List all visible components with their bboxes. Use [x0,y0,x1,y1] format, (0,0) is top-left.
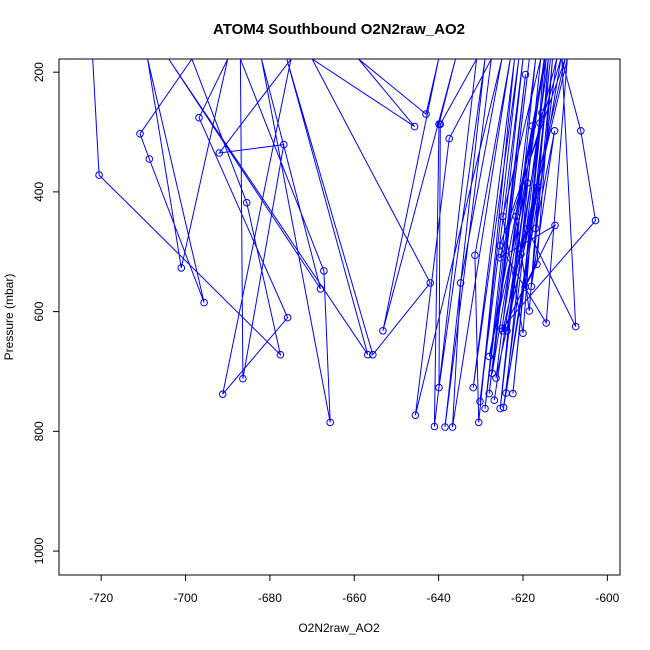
data-point [369,350,377,359]
data-point [430,422,439,431]
data-point [471,251,479,260]
data-point [456,279,465,287]
data-point [533,183,542,191]
data-point [411,411,420,420]
x-tick-label: -700 [174,591,198,605]
data-point [591,216,600,225]
data-point [177,264,186,272]
plot-frame [58,58,621,576]
data-point [531,224,540,233]
data-point [512,212,521,221]
x-tick-label: -720 [89,591,113,605]
data-point [496,404,505,413]
y-tick-label: 200 [32,62,46,82]
data-point [195,113,203,122]
data-point [538,109,546,117]
data-point [525,307,534,315]
data-point [498,212,507,221]
data-point [379,327,387,335]
data-point [523,179,532,187]
data-point [283,313,292,322]
data-point [410,122,419,131]
data-point [499,403,508,412]
x-tick-label: -680 [258,591,282,605]
data-point [436,120,445,128]
series-layer [92,59,600,431]
data-point [536,119,544,127]
data-point [326,418,335,427]
data-point [422,110,430,118]
y-tick-label: 1000 [32,537,46,564]
data-point [476,397,484,406]
data-point [485,389,494,398]
data-point [533,260,541,269]
data-point [474,418,483,427]
data-point [448,423,457,431]
data-point [426,279,435,287]
data-point [550,127,559,135]
data-point [492,374,500,382]
data-point [218,390,227,399]
data-point [481,404,489,413]
data-point [441,423,449,431]
x-tick-label: -600 [595,591,619,605]
data-point [469,383,478,392]
data-point [320,267,328,275]
data-point [215,149,224,157]
data-point [435,383,443,392]
data-point [527,282,536,291]
y-tick-label: 600 [32,301,46,321]
data-point [521,70,530,79]
data-point [200,298,208,307]
y-axis: 200 400 600 800 1000 [32,62,59,564]
data-point [485,352,494,361]
data-point [528,122,537,130]
x-tick-label: -620 [511,591,535,605]
data-point [488,369,497,378]
data-point [280,140,288,149]
y-axis-label: Pressure (mbar) [2,274,16,361]
data-point [532,197,540,205]
chart-title: ATOM4 Southbound O2N2raw_AO2 [213,21,465,38]
data-point [519,329,527,338]
data-point [551,221,559,230]
data-point [242,198,251,207]
x-tick-label: -660 [342,591,366,605]
x-axis-label: O2N2raw_AO2 [298,621,380,635]
data-point [498,324,506,333]
x-tick-label: -640 [427,591,451,605]
data-point [496,253,504,262]
data-point [145,155,154,163]
data-point [542,319,551,327]
data-point [509,389,517,398]
data-point [95,171,103,179]
series-line [92,59,597,428]
data-point [523,225,532,233]
x-axis: -720 -700 -680 -660 -640 -620 -600 [89,575,620,605]
data-point [517,250,525,258]
data-point [239,374,247,383]
y-tick-label: 800 [32,421,46,441]
data-point [577,127,585,135]
data-point [571,322,580,331]
data-point [316,285,325,293]
data-point [364,350,372,359]
y-tick-label: 400 [32,182,46,202]
data-point [490,396,499,405]
data-point [136,130,144,138]
data-point [445,134,454,143]
data-point [496,242,504,250]
data-point [276,350,285,359]
